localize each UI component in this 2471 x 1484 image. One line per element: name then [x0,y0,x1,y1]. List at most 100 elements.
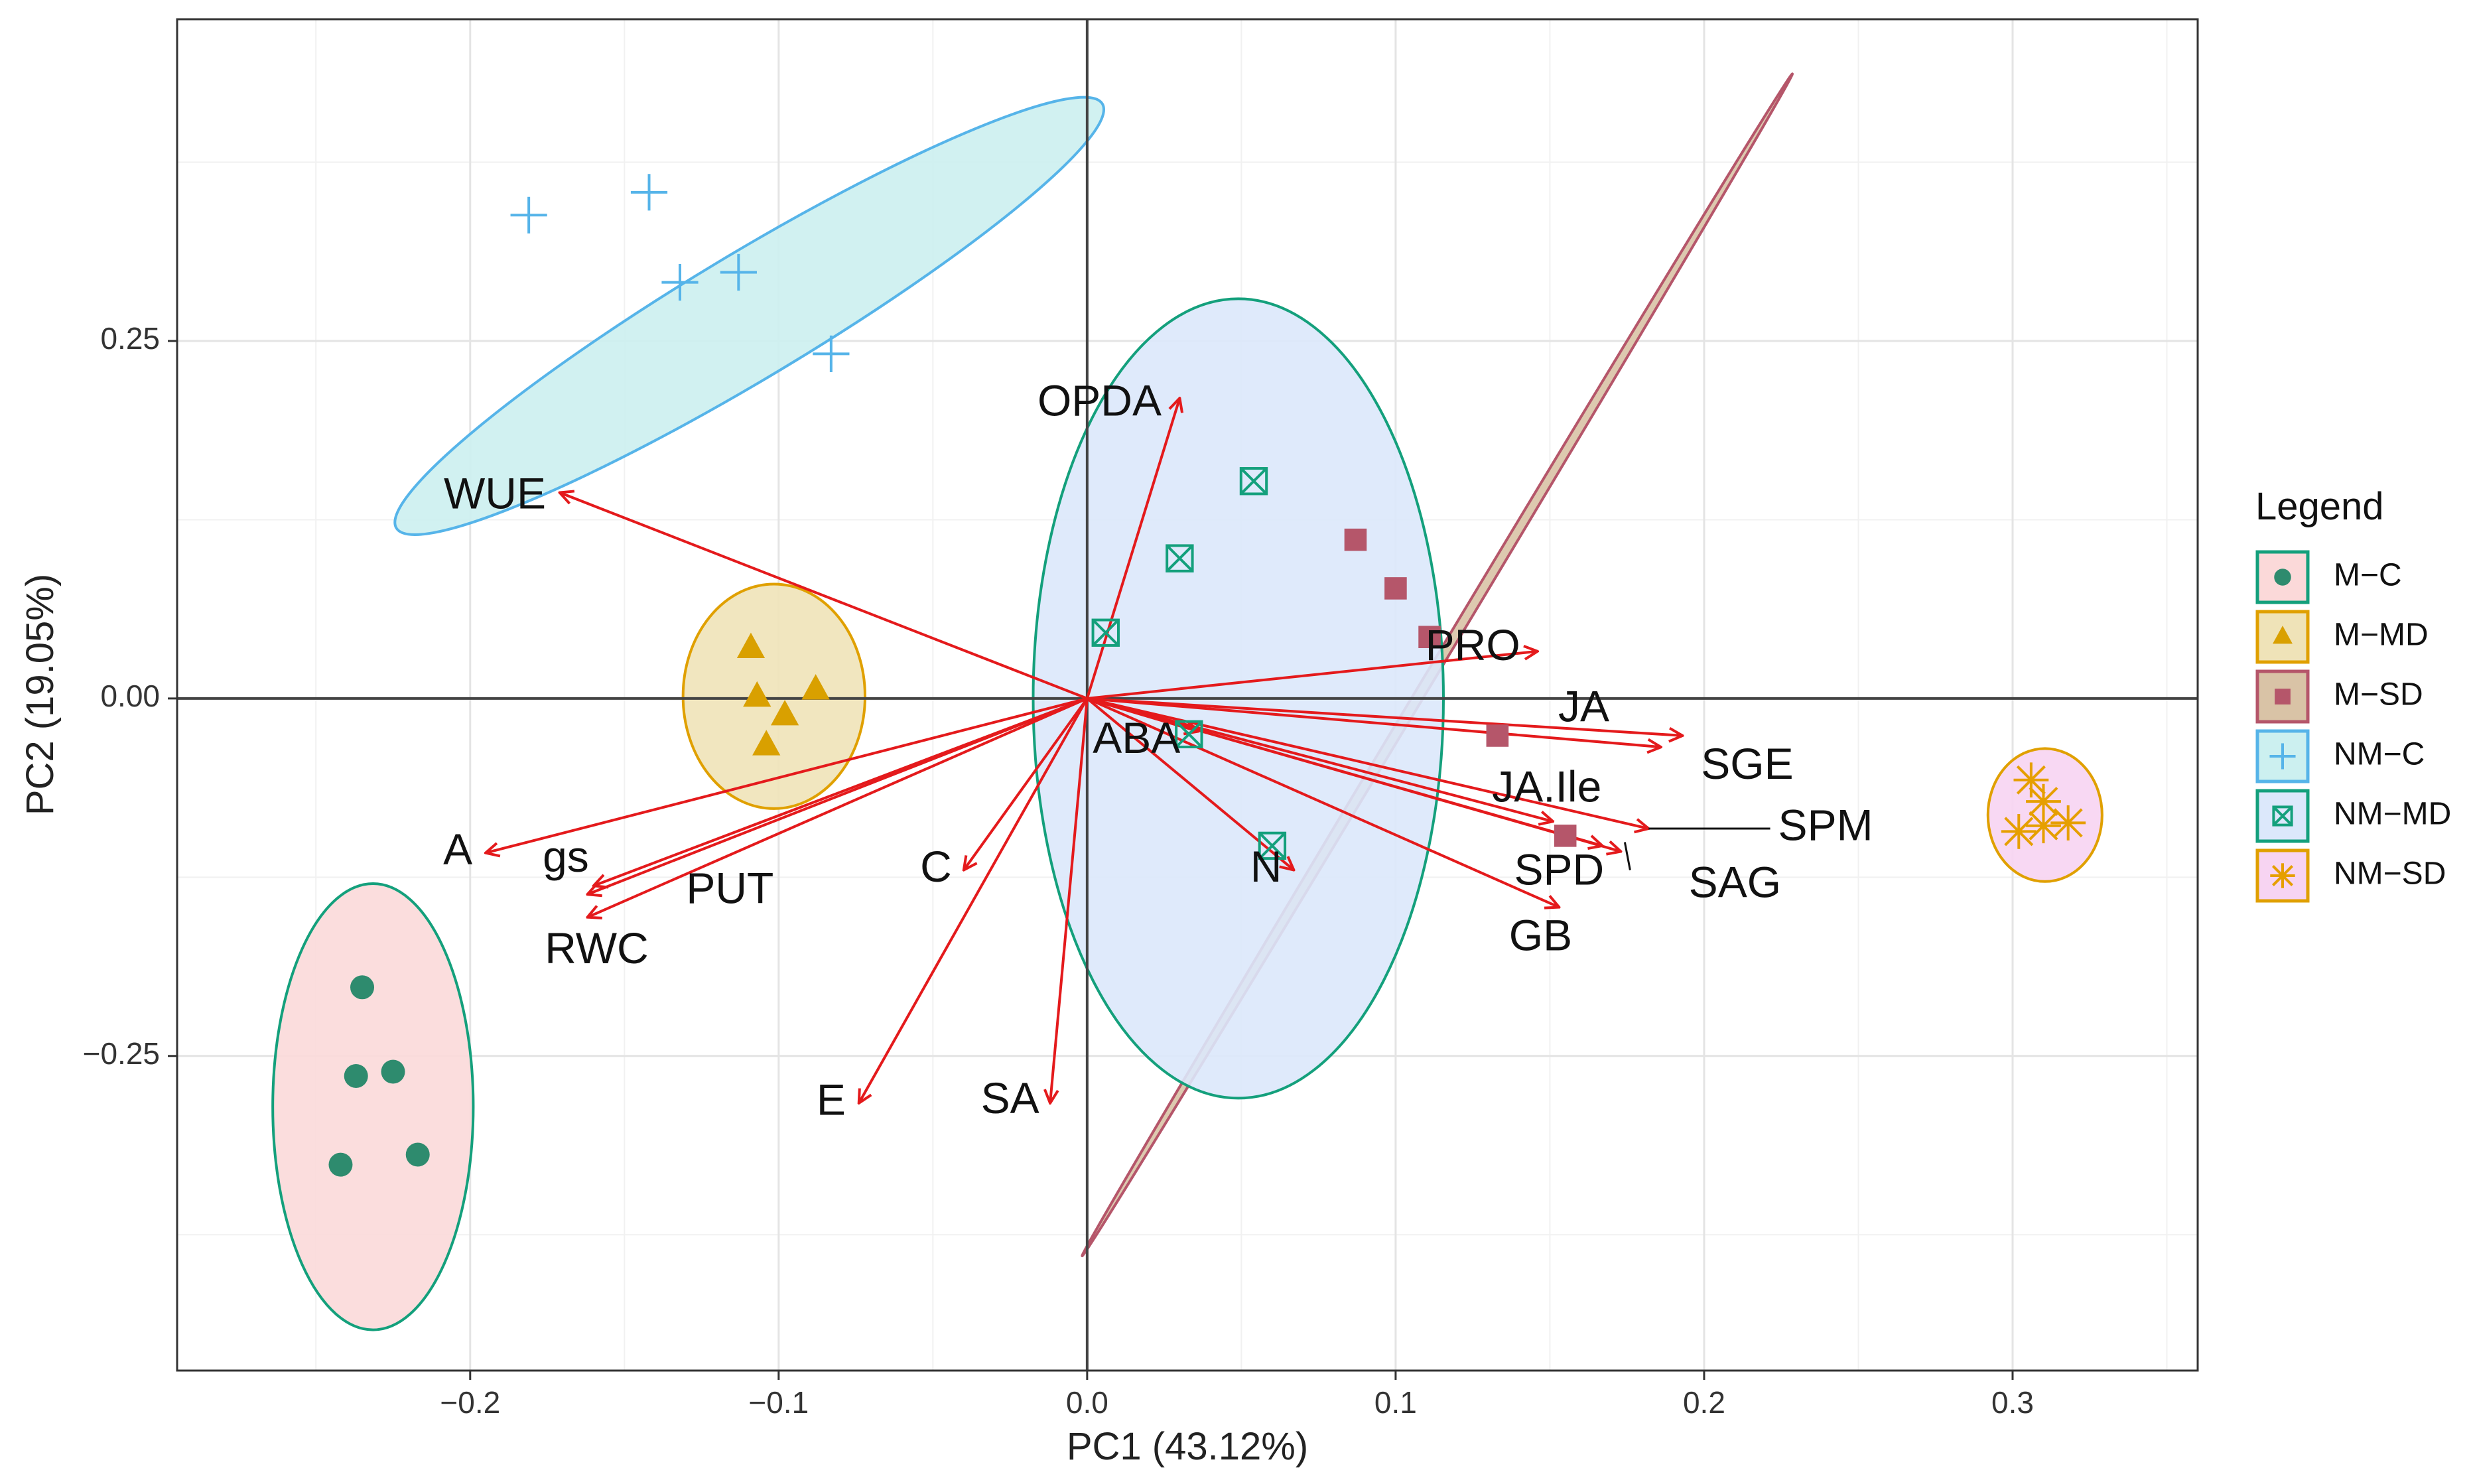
axis-ticks: −0.2 −0.1 0.0 0.1 0.2 0.3 −0.25 0.00 0.25 [83,321,2034,1420]
point-nm-c [661,264,699,301]
y-tick-label: 0.25 [100,321,160,356]
loading-label-e: E [817,1075,846,1124]
ellipse-nm-c [393,96,1105,536]
loading-label-put: PUT [686,863,773,912]
point-m-sd [1486,724,1509,747]
loading-arrow-rwc [588,697,1088,917]
legend-label: NM−SD [2334,856,2446,892]
legend: Legend M−C M−MD M−SD NM−C NM−MD NM−SD [2255,485,2451,903]
loading-arrow-e [859,697,1089,1103]
point-nm-sd [2001,813,2037,849]
point-m-md [736,632,766,659]
loading-label-gb: GB [1509,910,1572,959]
point-nm-c [720,253,757,291]
y-tick-label: 0.00 [100,679,160,713]
loading-arrow-put [588,697,1088,894]
point-m-md [752,730,781,756]
point-nm-md [1175,720,1203,748]
loading-label-sag: SAG [1689,858,1781,907]
x-tick-label: 0.2 [1683,1385,1725,1420]
point-nm-c [813,335,850,372]
loading-label-sge: SGE [1701,739,1793,788]
loading-arrow-ja-ile [1087,697,1553,821]
loading-arrow-c [964,697,1089,870]
point-m-c [405,1142,430,1167]
legend-symbol-nm-sd [2270,863,2295,888]
loading-arrows [486,398,1682,1103]
legend-symbol-m-c [2274,569,2291,586]
loading-label-a: A [443,825,472,874]
point-nm-sd [2026,808,2061,844]
ellipse-m-c [271,882,475,1331]
legend-item-m-c: M−C [2255,550,2402,604]
legend-item-nm-md: NM−MD [2255,789,2451,843]
loading-label-rwc: RWC [545,923,648,973]
loading-label-sa: SA [981,1073,1039,1122]
legend-key [2255,610,2310,664]
loading-label-ja-ile: JA.Ile [1492,762,1601,811]
point-nm-c [510,196,547,234]
x-tick-label: 0.3 [1991,1385,2034,1420]
point-nm-c [630,174,668,211]
legend-symbol-m-sd [2275,689,2291,705]
loading-label-spd: SPD [1514,844,1605,894]
loading-arrow-opda [1085,398,1180,699]
point-m-sd [1384,577,1407,600]
legend-label: NM−C [2334,737,2425,772]
ellipse-nm-sd [1986,747,2104,883]
legend-symbol-m-md [2273,626,2293,644]
label-connector-sag [1623,842,1631,870]
point-m-sd [1344,528,1367,551]
x-tick-label: −0.2 [440,1385,500,1420]
loading-label-c: C [920,842,952,891]
point-m-c [328,1152,353,1177]
legend-label: M−SD [2334,677,2423,712]
legend-symbol-nm-md [2272,805,2293,827]
loading-arrow-sge [1087,697,1661,747]
point-m-c [350,975,375,1000]
loading-arrow-pro [1087,651,1538,700]
point-m-sd [1418,626,1441,648]
loading-arrow-gb [1087,697,1560,908]
legend-item-m-sd: M−SD [2255,669,2423,724]
panel-border [176,18,2199,1372]
legend-item-m-md: M−MD [2255,610,2429,664]
point-m-md [801,674,830,700]
loading-labels: OPDA WUE PRO JA SGE JA.Ile SPM SPD SAG GB N ABA C E SA… [443,375,1873,1124]
legend-symbol-nm-c [2269,743,2296,770]
point-nm-md [1091,618,1120,647]
loading-label-aba: ABA [1093,713,1180,762]
legend-item-nm-c: NM−C [2255,729,2425,783]
y-axis-label: PC2 (19.05%) [19,574,62,815]
y-tick-label: −0.25 [83,1036,160,1071]
loading-label-wue: WUE [444,468,546,517]
point-nm-md [1258,831,1287,860]
x-axis-label: PC1 (43.12%) [1067,1425,1308,1468]
legend-label: M−C [2334,558,2402,593]
point-nm-md [1239,467,1268,496]
loading-label-opda: OPDA [1037,375,1162,425]
loading-label-spm: SPM [1778,800,1873,849]
ellipse-m-md [681,582,867,810]
x-tick-label: −0.1 [748,1385,809,1420]
point-m-c [344,1063,368,1088]
loading-arrow-wue [560,492,1088,700]
point-m-c [381,1059,405,1084]
point-nm-md [1166,544,1194,573]
loading-label-gs: gs [543,832,589,881]
loading-arrow-a [486,697,1088,853]
loading-label-n: N [1250,842,1282,891]
point-m-sd [1554,825,1577,847]
legend-label: M−MD [2334,618,2429,653]
point-m-md [771,699,799,726]
legend-label: NM−MD [2334,797,2451,832]
score-points [328,174,2086,1177]
point-nm-sd [2050,805,2086,841]
confidence-ellipses [271,72,2104,1331]
loading-arrow-sa [1050,698,1089,1103]
loading-label-pro: PRO [1426,620,1520,669]
x-tick-label: 0.1 [1374,1385,1417,1420]
x-tick-label: 0.0 [1066,1385,1108,1420]
